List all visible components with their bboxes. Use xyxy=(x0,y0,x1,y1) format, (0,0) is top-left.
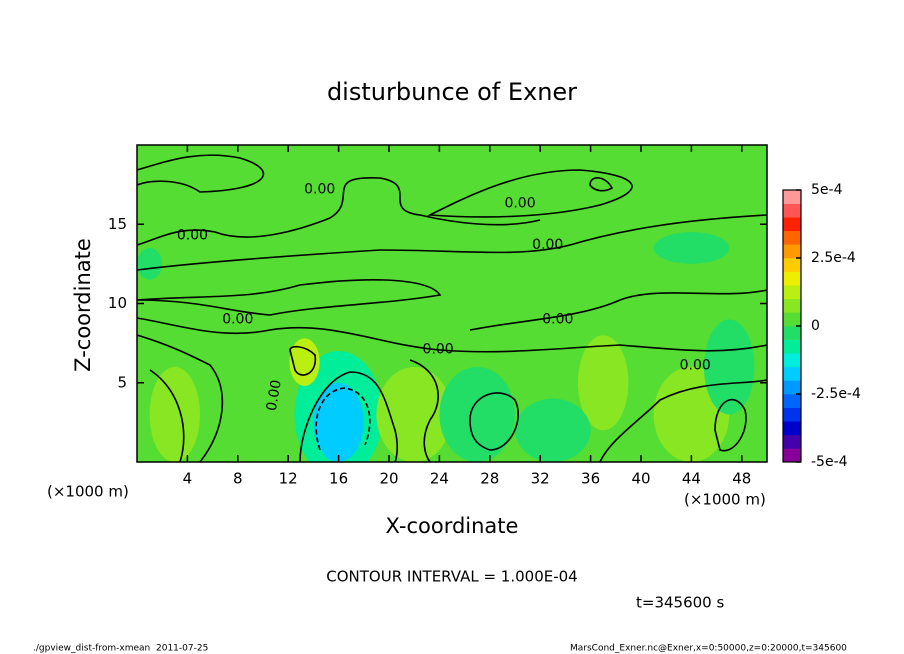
colorbar-swatch xyxy=(783,312,801,327)
x-tick-label: 8 xyxy=(233,470,243,488)
colorbar-swatch xyxy=(783,434,801,449)
field-patch xyxy=(313,382,364,462)
colorbar-tick-label: 2.5e-4 xyxy=(811,250,856,266)
x-tick-label: 20 xyxy=(379,470,398,488)
contour-label: 0.00 xyxy=(542,311,573,327)
contour-interval: CONTOUR INTERVAL = 1.000E-04 xyxy=(326,568,577,586)
contour-line xyxy=(137,154,265,193)
colorbar-swatch xyxy=(783,230,801,245)
contour-line xyxy=(315,387,371,451)
x-tick-label: 44 xyxy=(682,470,701,488)
field-patch xyxy=(439,366,515,462)
contour-line xyxy=(469,392,519,451)
colorbar-swatch xyxy=(783,407,801,422)
colorbar-swatch xyxy=(783,353,801,368)
x-unit-label: (×1000 m) xyxy=(47,483,129,501)
x-tick-label: 16 xyxy=(329,470,348,488)
contour-line xyxy=(409,359,439,462)
contour-line xyxy=(589,177,614,192)
contour-label: 0.00 xyxy=(532,237,563,253)
contour-line xyxy=(469,289,767,331)
field-patch xyxy=(515,398,591,462)
colorbar-swatch xyxy=(783,298,801,313)
time-label: t=345600 s xyxy=(636,594,724,612)
colorbar-swatch xyxy=(783,271,801,286)
colorbar-tick-label: -5e-4 xyxy=(811,454,848,470)
contour-label: 0.00 xyxy=(304,181,335,197)
colorbar-swatch xyxy=(783,285,801,300)
contour-line xyxy=(137,317,767,353)
colorbar-swatch xyxy=(783,244,801,259)
x-tick-label: 48 xyxy=(732,470,751,488)
x-tick-label: 4 xyxy=(183,470,193,488)
y-tick-label: 15 xyxy=(108,215,127,233)
colorbar-tick-label: 0 xyxy=(811,318,820,334)
colorbar-swatch xyxy=(783,394,801,408)
contour-line xyxy=(299,371,398,462)
x-tick-label: 36 xyxy=(581,470,600,488)
colorbar-swatch xyxy=(783,203,801,218)
x-axis-label: X-coordinate xyxy=(386,514,519,538)
field-patch xyxy=(653,232,730,264)
contour-label: 0.00 xyxy=(423,341,454,357)
colorbar-tick-label: 5e-4 xyxy=(811,182,843,198)
contour-label: 0.00 xyxy=(504,196,535,212)
field-patch xyxy=(149,366,200,462)
contour-label: 0.00 xyxy=(222,311,253,327)
contour-lines xyxy=(137,154,767,462)
contour-labels: 0.00 0.00 0.00 0.00 0.00 0.00 0.00 0.00 0.00 xyxy=(177,181,711,412)
colorbar-swatch xyxy=(783,448,801,463)
footer-left: ./gpview_dist-from-xmean 2011-07-25 xyxy=(33,644,208,654)
field xyxy=(137,145,767,462)
colorbar-swatch xyxy=(783,258,801,272)
colorbar-swatch xyxy=(783,421,801,436)
contour-label: 0.00 xyxy=(680,357,711,373)
field-patch xyxy=(704,319,755,415)
contour-line xyxy=(137,279,442,316)
x-tick-label: 40 xyxy=(631,470,650,488)
contour-line xyxy=(137,177,541,246)
colorbar-tick-label: -2.5e-4 xyxy=(811,386,861,402)
contour-line xyxy=(289,345,317,376)
contour-line xyxy=(714,398,747,452)
y-tick-label: 5 xyxy=(117,373,127,391)
footer-right: MarsCond_Exner.nc@Exner,x=0:50000,z=0:20… xyxy=(570,644,847,654)
y-tick-label: 10 xyxy=(108,294,127,312)
contour-label: 0.00 xyxy=(264,379,285,412)
x-tick-label: 12 xyxy=(279,470,298,488)
contour-line xyxy=(599,379,767,462)
field-patch xyxy=(289,338,320,386)
colorbar-swatch xyxy=(783,339,801,354)
colorbar: -5e-4 -2.5e-4 0 2.5e-4 5e-4 xyxy=(782,182,861,470)
colorbar-swatch xyxy=(783,326,801,340)
contour-line xyxy=(137,214,767,271)
colorbar-swatch xyxy=(783,190,801,204)
field-patch xyxy=(376,366,452,462)
contour-line xyxy=(137,334,224,462)
chart-title: disturbunce of Exner xyxy=(327,78,577,106)
contour-label: 0.00 xyxy=(177,227,208,243)
x-tick-label: 28 xyxy=(480,470,499,488)
colorbar-swatch xyxy=(783,366,801,381)
y-axis-label: Z-coordinate xyxy=(71,238,95,372)
contour-line xyxy=(149,369,185,462)
colorbar-swatch xyxy=(783,380,801,395)
contour-line xyxy=(427,169,633,218)
x-tick-label: 32 xyxy=(531,470,550,488)
field-patch xyxy=(137,248,163,280)
x-unit-label: (×1000 m) xyxy=(684,491,766,509)
x-tick-label: 24 xyxy=(430,470,449,488)
field-patch xyxy=(578,335,629,431)
colorbar-swatch xyxy=(783,217,801,232)
